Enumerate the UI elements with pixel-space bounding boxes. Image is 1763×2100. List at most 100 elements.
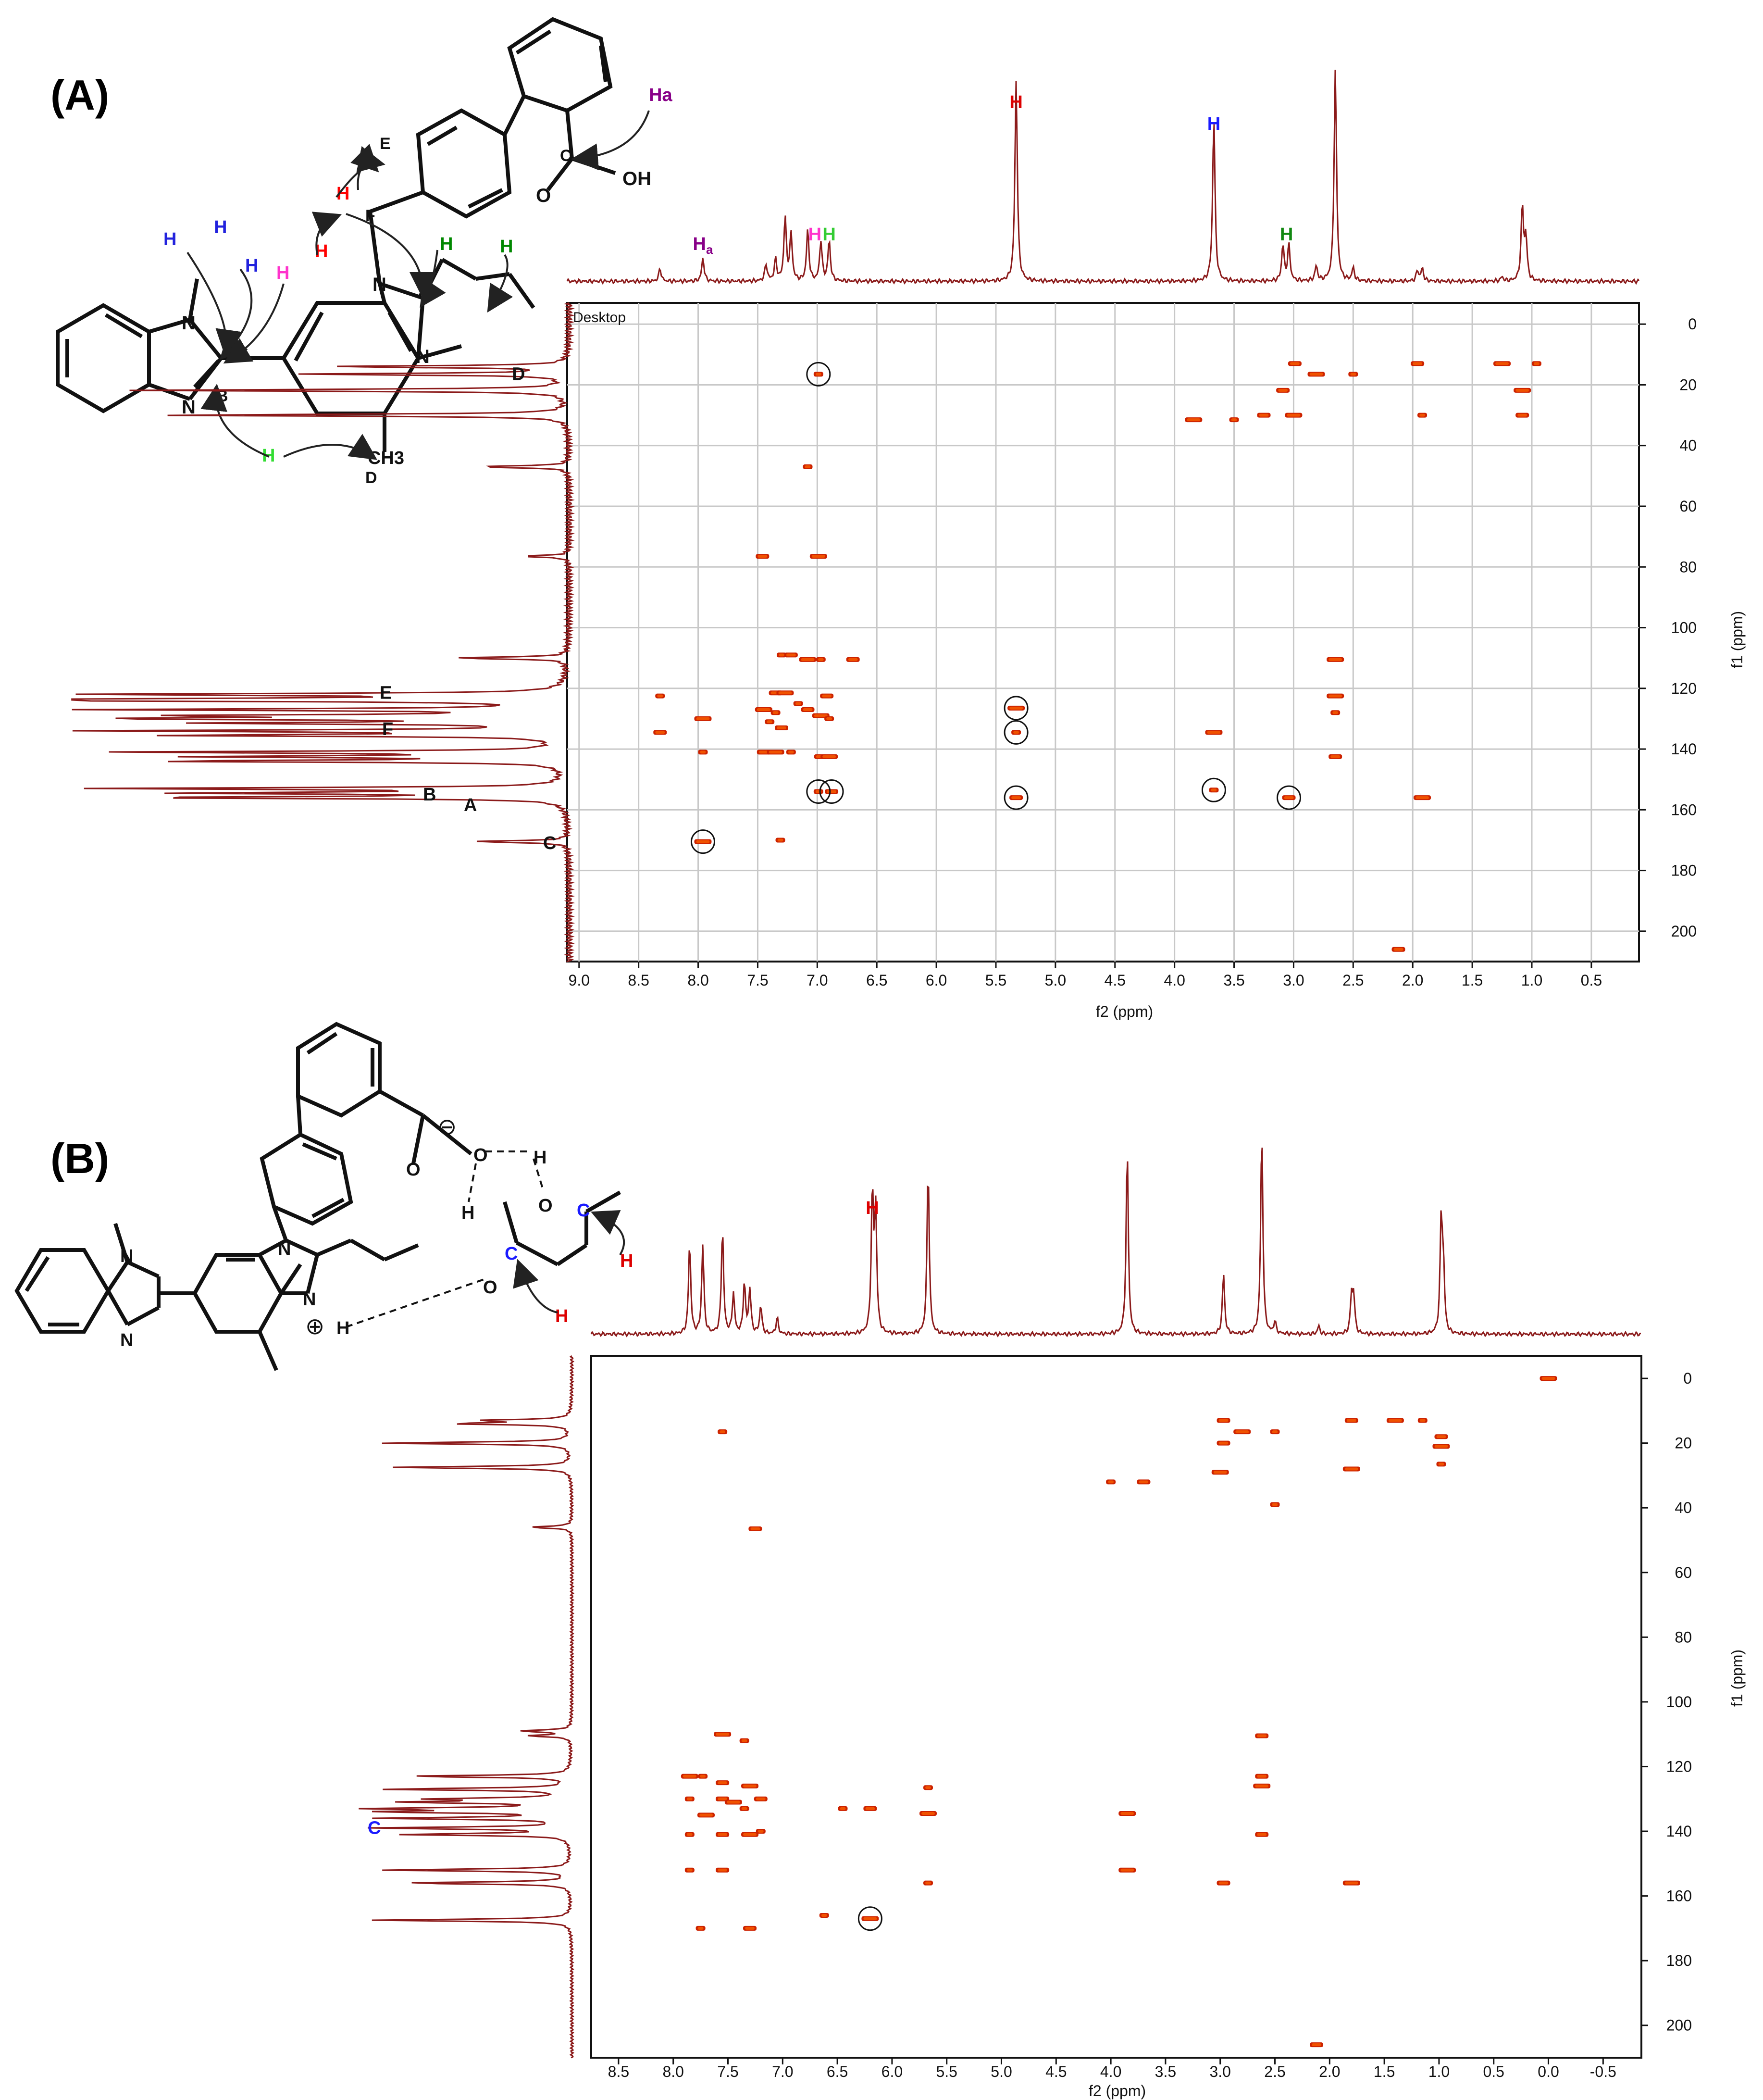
top-peak-label: H xyxy=(1207,114,1220,134)
cross-peak-core xyxy=(863,1917,877,1920)
atom-label: N xyxy=(182,397,196,418)
cross-peak-core xyxy=(826,717,832,720)
circled-peak xyxy=(857,1906,882,1931)
cross-peak-core xyxy=(1284,796,1294,800)
cross-peak-core xyxy=(827,790,837,793)
cross-peak-core xyxy=(1255,1784,1269,1788)
y-tick-label: 20 xyxy=(1679,376,1697,393)
cross-peak-core xyxy=(818,658,824,661)
x-tick-label: 5.0 xyxy=(1045,972,1066,989)
y-tick-label: 120 xyxy=(1666,1758,1692,1775)
cross-peak-core xyxy=(1011,796,1021,800)
cross-peak-core xyxy=(1278,388,1288,392)
atom-label: O xyxy=(406,1160,421,1180)
cross-peak-core xyxy=(779,653,784,657)
grid-a xyxy=(567,303,1639,962)
cross-peak-core xyxy=(1231,418,1237,422)
cross-peak-core xyxy=(741,1807,747,1810)
cross-peak-core xyxy=(1207,731,1221,734)
cross-peak-core xyxy=(801,658,815,661)
molecule-b-hmbc-arrows xyxy=(513,1210,625,1313)
x-tick-label: 3.0 xyxy=(1209,2063,1230,2080)
y-tick-label: 100 xyxy=(1666,1693,1692,1711)
cross-peak-core xyxy=(1350,373,1356,376)
top-peak-label: H xyxy=(866,1198,879,1218)
cross-peak-core xyxy=(1515,388,1529,392)
x-tick-label: 4.5 xyxy=(1105,972,1126,989)
molecule-a-hmbc-arrows xyxy=(186,110,650,460)
cross-peak-core xyxy=(795,702,801,705)
cross-peak-core xyxy=(1328,658,1342,661)
circled-peak xyxy=(1004,785,1029,810)
cross-peak-core xyxy=(822,694,832,698)
panel-a: (A) xyxy=(50,17,1746,1020)
cross-peak-core xyxy=(743,1784,757,1788)
atom-label: O xyxy=(538,1196,553,1216)
top-peak-label: H xyxy=(808,225,821,245)
cross-peak-core xyxy=(1211,788,1217,792)
cross-peak-core xyxy=(718,1833,728,1836)
side-spectrum-trace xyxy=(71,302,575,962)
cross-peak-core xyxy=(805,465,811,468)
cross-peak-core xyxy=(743,1833,757,1836)
circled-peaks-b xyxy=(857,1906,882,1931)
atom-label: H xyxy=(336,1318,349,1338)
atom-label: H xyxy=(461,1203,474,1223)
cross-peak-core xyxy=(1344,1881,1358,1885)
side-peak-label: B xyxy=(423,785,436,805)
x-tick-label: 4.0 xyxy=(1164,972,1185,989)
cross-peak-core xyxy=(1218,1441,1229,1445)
atom-label: Ha xyxy=(649,85,672,105)
cross-peak-core xyxy=(1393,948,1403,951)
atom-label: H xyxy=(500,237,513,257)
cross-peak-core xyxy=(1287,413,1301,417)
cross-peak-core xyxy=(720,1430,726,1434)
cross-peak-core xyxy=(1419,413,1426,417)
side-peak-labels-a: D EF B A C xyxy=(380,364,556,853)
cross-peak-core xyxy=(1009,706,1023,710)
x-axis-label-a: f2 (ppm) xyxy=(1096,1003,1153,1020)
side-peak-label: E xyxy=(380,683,392,703)
x-axis-label-b: f2 (ppm) xyxy=(1089,2082,1146,2100)
x-tick-label: 7.5 xyxy=(747,972,768,989)
cross-peak-core xyxy=(726,1800,740,1804)
x-tick-label: 9.0 xyxy=(569,972,590,989)
top-spectrum-a xyxy=(566,69,1640,285)
y-tick-label: 180 xyxy=(1671,862,1697,879)
side-spectrum-a xyxy=(71,302,575,962)
circled-peak xyxy=(1277,785,1302,810)
circled-peak xyxy=(1201,777,1226,802)
charge-label: ⊕ xyxy=(305,1314,324,1339)
x-tick-label: 6.5 xyxy=(866,972,887,989)
cross-peak-core xyxy=(1272,1430,1278,1434)
atom-label: H xyxy=(214,217,227,238)
x-tick-label: 1.0 xyxy=(1428,2063,1450,2080)
top-peak-label: H xyxy=(1280,225,1293,245)
y-axis-b: 0 20 40 60 80 100 120 140 160 180 200 xyxy=(1641,1370,1692,2034)
atom-label: C xyxy=(577,1200,590,1221)
chart-b: 8.5 8.0 7.5 7.0 6.5 6.0 5.5 5.0 4.5 4.0 3.5 3.0 2.5 2… xyxy=(359,1148,1746,2100)
x-tick-label: 8.5 xyxy=(628,972,649,989)
y-axis-a: 0 20 40 60 80 100 120 140 160 180 200 xyxy=(1639,315,1697,940)
y-tick-label: 0 xyxy=(1688,315,1697,333)
cross-peak-core xyxy=(757,1830,764,1833)
plot-area-b xyxy=(590,1355,1642,2059)
y-tick-label: 200 xyxy=(1671,923,1697,940)
y-tick-label: 80 xyxy=(1679,558,1697,575)
x-tick-label: 4.5 xyxy=(1045,2063,1067,2080)
cross-peak-core xyxy=(1330,755,1341,758)
cross-peak-core xyxy=(696,840,710,843)
cross-peak-core xyxy=(716,1733,730,1736)
panel-b-label: (B) xyxy=(50,1135,109,1182)
cross-peak-core xyxy=(745,1926,755,1930)
cross-peak-core xyxy=(700,1775,706,1778)
cross-peak-core xyxy=(757,708,770,711)
atom-label: O xyxy=(473,1145,488,1165)
cross-peak-core xyxy=(1328,694,1342,698)
cross-peak-core xyxy=(1235,1430,1249,1434)
cross-peak-core xyxy=(814,714,828,717)
cross-peak-core xyxy=(756,1797,766,1800)
x-tick-label: 5.5 xyxy=(985,972,1006,989)
cross-peak-core xyxy=(718,1868,728,1872)
y-axis-label-a: f1 (ppm) xyxy=(1728,611,1746,668)
